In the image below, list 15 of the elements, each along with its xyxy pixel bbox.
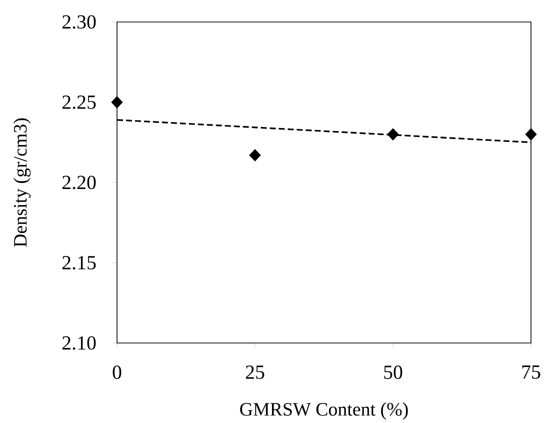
point [111, 96, 123, 108]
x-tick-label: 75 [522, 366, 540, 379]
y-tick-label: 2.30 [62, 15, 96, 29]
x-tick-label: 0 [112, 366, 122, 379]
x-tick-label: 25 [246, 366, 264, 379]
point [387, 128, 399, 141]
y-tick-label: 2.20 [62, 176, 96, 190]
y-tick-label: 2.15 [62, 256, 96, 270]
x-axis-title: GMRSW Content (%) [240, 402, 408, 420]
point [525, 128, 537, 141]
y-tick-label: 2.25 [62, 96, 96, 109]
point [249, 149, 261, 162]
x-tick-label: 50 [384, 366, 402, 379]
y-axis-title: Density (gr/cm3) [13, 118, 31, 247]
y-tick-label: 2.10 [62, 336, 96, 350]
